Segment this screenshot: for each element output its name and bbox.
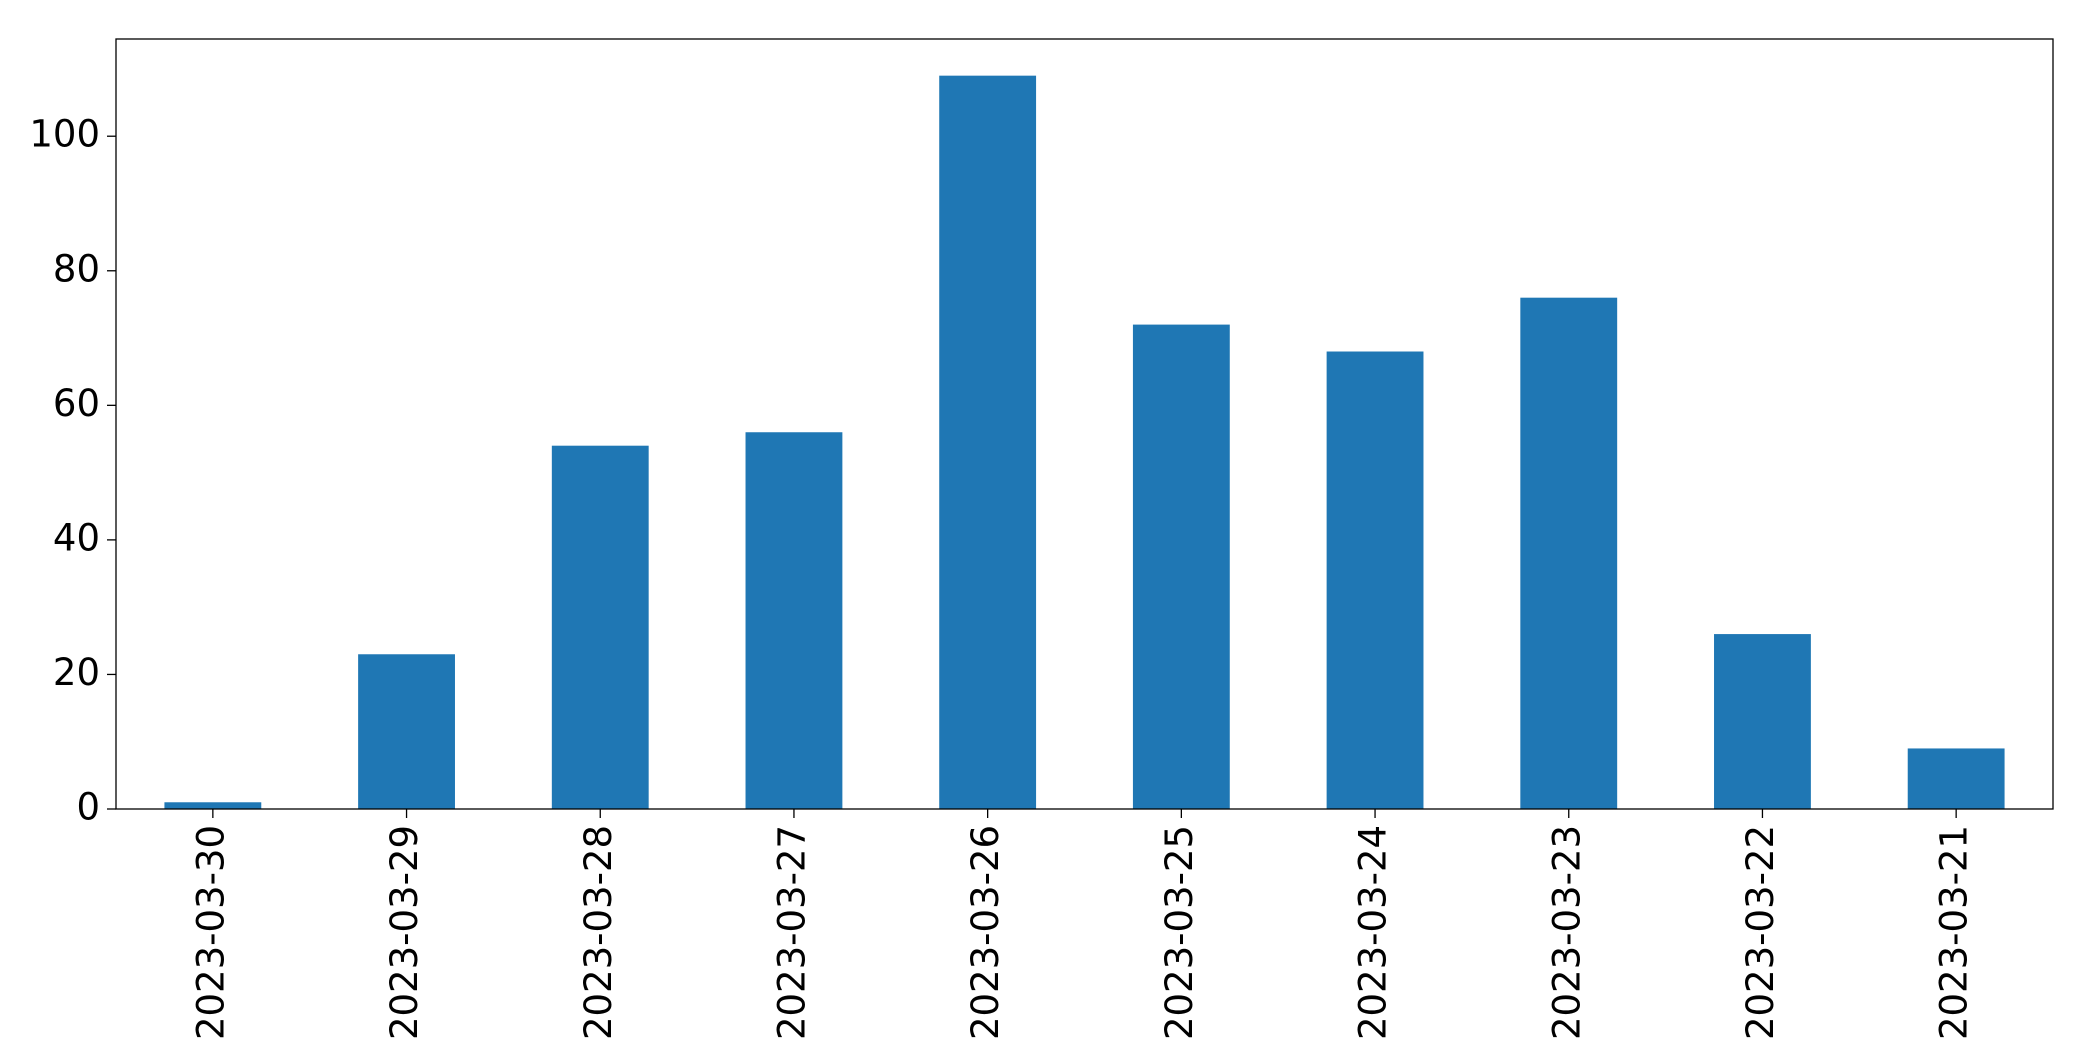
x-tick-label: 2023-03-26 [964,825,1007,1040]
x-tick-label: 2023-03-28 [577,825,620,1040]
x-tick-label: 2023-03-22 [1739,825,1782,1040]
y-tick-label: 80 [53,247,100,290]
bar [745,432,843,809]
x-tick-label: 2023-03-24 [1352,825,1395,1040]
plot-frame [115,38,2054,810]
bar [1714,634,1811,809]
x-tick-label: 2023-03-27 [770,825,813,1040]
y-tick-label: 60 [53,382,100,425]
y-tick-label: 0 [76,786,100,829]
bar [358,654,455,809]
bar [551,445,649,809]
x-tick-label: 2023-03-21 [1933,825,1976,1040]
bar [939,75,1037,809]
y-tick-label: 20 [53,651,100,694]
y-tick-label: 40 [53,516,100,559]
bar [164,802,262,809]
y-tick-label: 100 [29,113,100,156]
bar [1907,748,2005,809]
bar [1326,351,1424,809]
bar [1132,324,1230,809]
x-tick-label: 2023-03-23 [1545,825,1588,1040]
x-tick-label: 2023-03-29 [383,825,426,1040]
bar [1520,297,1618,809]
x-tick-label: 2023-03-25 [1158,825,1201,1040]
x-tick-label: 2023-03-30 [189,825,232,1040]
